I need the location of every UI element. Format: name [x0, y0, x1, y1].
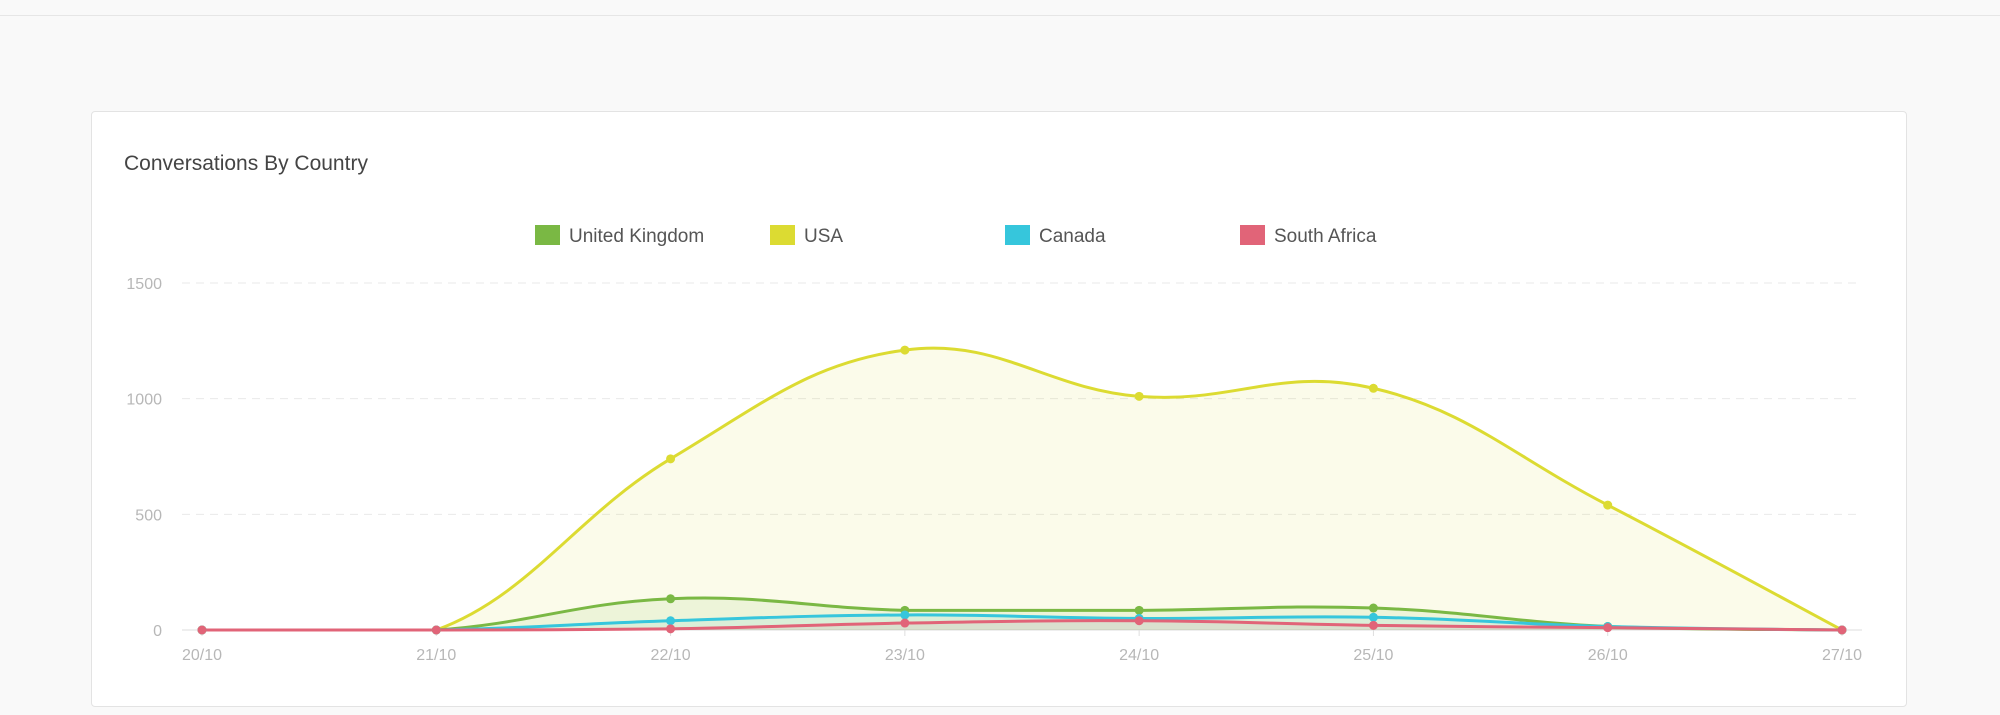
x-tick-label: 27/10	[1822, 647, 1862, 664]
point-canada[interactable]	[900, 610, 910, 620]
legend-label: United Kingdom	[569, 226, 704, 247]
area-chart: 0 500 1000 1500 20/10 21/10 22/10 23/10 24/10 25…	[126, 225, 1862, 664]
legend-swatch	[1005, 225, 1030, 245]
legend-item-united-kingdom[interactable]: United Kingdom	[535, 225, 704, 247]
point-south-africa[interactable]	[197, 625, 207, 635]
point-canada[interactable]	[666, 616, 676, 626]
point-usa[interactable]	[900, 345, 910, 355]
legend-label: South Africa	[1274, 226, 1377, 247]
x-tick-label: 22/10	[651, 647, 691, 664]
x-tick-label: 24/10	[1119, 647, 1159, 664]
legend: United Kingdom USA Canada South Africa	[535, 225, 1377, 247]
point-usa[interactable]	[1368, 383, 1378, 393]
point-canada[interactable]	[1368, 612, 1378, 622]
chart-title: Conversations By Country	[124, 152, 368, 175]
x-tick-label: 21/10	[416, 647, 456, 664]
line-usa	[202, 346, 1843, 632]
y-tick-label: 1000	[126, 392, 162, 409]
legend-item-canada[interactable]: Canada	[1005, 225, 1106, 247]
point-usa[interactable]	[1603, 500, 1613, 510]
point-united-kingdom[interactable]	[1368, 603, 1378, 613]
point-south-africa[interactable]	[666, 624, 676, 634]
point-united-kingdom[interactable]	[1134, 605, 1144, 615]
x-axis-ticks: 20/10 21/10 22/10 23/10 24/10 25/10 26/10 27/10	[182, 630, 1862, 664]
area-usa	[202, 348, 1842, 630]
point-south-africa[interactable]	[1134, 616, 1144, 626]
y-tick-label: 1500	[126, 276, 162, 293]
legend-swatch	[770, 225, 795, 245]
series-points	[197, 345, 1847, 635]
legend-item-south-africa[interactable]: South Africa	[1240, 225, 1377, 247]
x-tick-label: 20/10	[182, 647, 222, 664]
y-tick-label: 500	[135, 507, 162, 524]
series-lines	[202, 346, 1843, 632]
x-tick-label: 23/10	[885, 647, 925, 664]
point-usa[interactable]	[1134, 391, 1144, 401]
x-tick-label: 26/10	[1588, 647, 1628, 664]
y-axis-ticks: 0 500 1000 1500	[126, 276, 162, 640]
point-south-africa[interactable]	[431, 625, 441, 635]
legend-swatch	[535, 225, 560, 245]
point-united-kingdom[interactable]	[666, 594, 676, 604]
legend-swatch	[1240, 225, 1265, 245]
x-tick-label: 25/10	[1353, 647, 1393, 664]
point-south-africa[interactable]	[1837, 625, 1847, 635]
line-south-africa	[202, 619, 1843, 632]
y-tick-label: 0	[153, 623, 162, 640]
point-south-africa[interactable]	[1368, 620, 1378, 630]
top-divider	[0, 15, 2000, 16]
point-south-africa[interactable]	[1603, 623, 1613, 633]
area-south-africa	[202, 620, 1842, 630]
chart-card: Conversations By Country 0 500 1000 1500 20…	[91, 111, 1907, 707]
legend-item-usa[interactable]: USA	[770, 225, 843, 247]
legend-label: USA	[804, 226, 843, 247]
series-areas	[202, 348, 1842, 630]
point-south-africa[interactable]	[900, 618, 910, 628]
legend-label: Canada	[1039, 226, 1106, 247]
point-usa[interactable]	[666, 454, 676, 464]
